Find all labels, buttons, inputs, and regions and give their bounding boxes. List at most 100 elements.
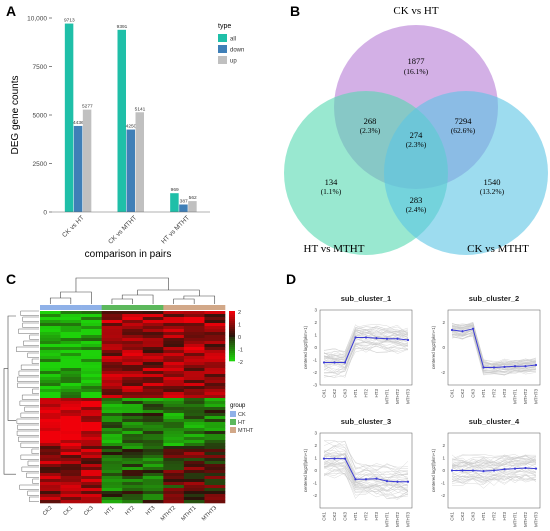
venn-count-ht-vs-mtht-only: 134 [325,177,339,187]
heatmap-cell [122,491,144,495]
heatmap-cell [40,350,61,354]
heatmap-cell [183,413,205,417]
gene-trace [323,341,409,370]
heatmap-cell [142,326,164,330]
heatmap-cell [40,347,61,351]
heatmap-cell [101,401,123,405]
heatmap-cell [81,419,102,423]
cluster-mean-point [450,328,454,332]
row-dendrogram-branch [19,484,39,490]
gene-trace [323,455,409,486]
heatmap-cell [142,386,164,390]
panel-d-label: D [286,271,296,287]
heatmap-cell [101,425,123,429]
gene-trace [451,476,537,486]
heatmap-cell [204,488,226,492]
cluster-mean-point [513,467,517,470]
cluster-title: sub_cluster_1 [341,294,391,303]
heatmap-cell [40,407,61,411]
heatmap-cell [142,395,164,399]
heatmap-cell [204,338,226,342]
gene-trace [323,339,409,372]
heatmap-cell [60,407,82,411]
gene-trace [451,459,537,470]
heatmap-cell [81,323,102,327]
x-tick-label: CK3 [343,512,348,521]
heatmap-cell [163,389,185,393]
heatmap-cell [183,347,205,351]
heatmap-cell [101,383,123,387]
heatmap-cell [122,389,144,393]
heatmap-cell [81,431,102,435]
heatmap-cell [81,341,102,345]
heatmap-cell [81,437,102,441]
heatmap-cell [142,350,164,354]
y-tick-label: 0 [314,468,317,473]
colorbar-segment [229,321,235,324]
heatmap-cell [204,380,226,384]
heatmap-cell [163,431,185,435]
heatmap-cell [40,341,61,345]
heatmap-cell [122,416,144,420]
heatmap-cell [183,446,205,450]
heatmap-cell [142,425,164,429]
heatmap-cell [163,419,185,423]
heatmap-cell [204,449,226,453]
heatmap-cell [122,500,144,504]
heatmap-cell [40,320,61,324]
row-dendrogram-branch [20,442,39,448]
gene-trace [323,472,409,500]
heatmap-cell [163,491,185,495]
bar-up [188,201,197,212]
heatmap-cell [122,332,144,336]
heatmap-cell [163,395,185,399]
heatmap-cell [204,428,226,432]
heatmap-cell [101,452,123,456]
heatmap-cell [142,383,164,387]
cluster-mean-point [492,366,496,369]
y-axis-label: centered log2(fpkm+1) [431,448,436,492]
heatmap-cell [204,413,226,417]
colorbar-segment [229,339,235,342]
heatmap-cell [81,362,102,366]
heatmap-cell [204,329,226,333]
heatmap-cell [122,482,144,486]
colorbar-segment [229,353,235,356]
bar-value-label: 5277 [82,104,93,110]
colorbar-segment [229,345,235,348]
cluster-mean-point [513,365,517,368]
heatmap-cell [183,488,205,492]
gene-trace [323,461,409,483]
heatmap-cell [122,410,144,414]
heatmap-cell [122,446,144,450]
heatmap-cell [60,443,82,447]
gene-trace [451,474,537,484]
heatmap-cell [204,416,226,420]
heatmap-cell [81,356,102,360]
x-tick-label: CK vs MTHT [107,214,138,245]
heatmap-cell [40,314,61,318]
heatmap-cell [183,404,205,408]
heatmap-cell [40,497,61,501]
heatmap-cell [122,335,144,339]
heatmap-cell [183,377,205,381]
heatmap-cell [163,455,185,459]
heatmap-cell [142,434,164,438]
heatmap-cell [40,467,61,471]
heatmap-cell [183,407,205,411]
cluster-mean-point [354,336,357,339]
heatmap-cell [101,317,123,321]
column-label: CK2 [42,505,54,517]
group-legend-label: CK [238,412,246,418]
cluster-mean-point [375,337,378,340]
heatmap-cell [183,368,205,372]
y-axis-label: DEG gene counts [10,76,21,155]
heatmap-cell [40,494,61,498]
x-tick-label: CK2 [460,512,465,521]
heatmap-cell [60,437,82,441]
colorbar-tick-label: -1 [238,348,243,354]
heatmap-cell [101,362,123,366]
heatmap-cell [101,446,123,450]
heatmap-cell [81,467,102,471]
column-label: CK3 [83,505,95,517]
